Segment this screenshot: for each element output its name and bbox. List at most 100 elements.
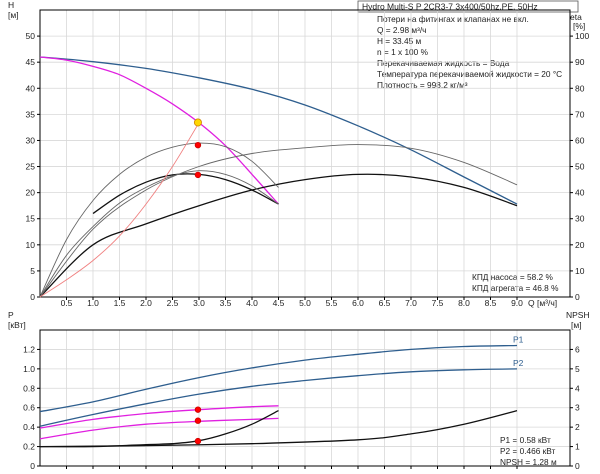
x-tick-label: 8.0	[458, 298, 470, 308]
series-line	[39, 368, 518, 427]
x-tick-label: 5.0	[299, 298, 311, 308]
series-line	[39, 344, 518, 413]
x-tick-label: 2.0	[140, 298, 152, 308]
y-left-tick-label: 0.8	[23, 383, 35, 393]
x-tick-label: 8.5	[485, 298, 497, 308]
series-line	[39, 56, 279, 205]
y-right-tick-label: 70	[575, 109, 585, 119]
x-tick-label: 3.0	[193, 298, 205, 308]
series-line	[92, 173, 279, 215]
x-tick-label: 4.0	[246, 298, 258, 308]
plot-frame	[39, 9, 571, 298]
info-line: Q = 2.98 м³/ч	[377, 25, 426, 35]
x-tick-label: 6.0	[352, 298, 364, 308]
unit-efficiency: КПД агрегата = 46.8 %	[472, 283, 559, 293]
y-left-tick-label: 10	[26, 240, 36, 250]
series-line	[39, 122, 200, 298]
y-left-tick-label: 35	[26, 109, 36, 119]
y-right-tick-label: 1	[575, 442, 580, 452]
y-right-tick-label: 6	[575, 344, 580, 354]
power-info: P1 = 0.58 кВт P2 = 0.466 кВт NPSH = 1.28…	[500, 435, 557, 467]
info-line: Потери на фитингах и клапанах не вкл.	[377, 14, 529, 24]
x-tick-label: 2.5	[167, 298, 179, 308]
npsh-axis-unit: [м]	[571, 320, 582, 330]
title-box: Hydro Multi-S P 2CR3-7 3x400/50hz,PE, 50…	[357, 0, 579, 13]
npsh-axis-label: NPSH	[566, 310, 590, 320]
y-left-tick-label: 1.2	[23, 344, 35, 354]
y-left-tick-label: 0.2	[23, 442, 35, 452]
series-line	[39, 409, 518, 448]
y-left-tick-label: 40	[26, 83, 36, 93]
x-tick-label: 1.5	[114, 298, 126, 308]
info-block: Потери на фитингах и клапанах не вкл. Q …	[377, 14, 562, 90]
x-tick-label: 7.5	[432, 298, 444, 308]
info-line: Перекачиваемая жидкость = Вода	[377, 58, 510, 68]
y-right-tick-label: 10	[575, 266, 585, 276]
series-line	[39, 417, 279, 440]
npsh-value: NPSH = 1.28 м	[500, 457, 557, 467]
series-line	[39, 144, 518, 298]
head-axis-label: H	[8, 0, 14, 10]
y-right-tick-label: 0	[575, 292, 580, 302]
y-left-tick-label: 1.0	[23, 364, 35, 374]
series-line	[39, 405, 279, 429]
p1-value: P1 = 0.58 кВт	[500, 435, 551, 445]
x-tick-label: 6.5	[379, 298, 391, 308]
y-left-tick-label: 0	[30, 292, 35, 302]
y-left-tick-label: 0.6	[23, 403, 35, 413]
duty-point	[194, 417, 202, 424]
series-line	[39, 56, 518, 205]
p2-value: P2 = 0.466 кВт	[500, 446, 556, 456]
series-line	[39, 170, 279, 298]
x-tick-label: 4.5	[273, 298, 285, 308]
y-right-tick-label: 3	[575, 403, 580, 413]
chart-title: Hydro Multi-S P 2CR3-7 3x400/50hz,PE, 50…	[362, 2, 538, 12]
y-right-tick-label: 0	[575, 461, 580, 471]
y-left-tick-label: 25	[26, 162, 36, 172]
y-left-tick-label: 50	[26, 31, 36, 41]
y-right-tick-label: 50	[575, 162, 585, 172]
duty-point	[194, 171, 202, 179]
duty-point	[194, 437, 202, 445]
info-line: n = 1 x 100 %	[377, 47, 429, 57]
series-line	[39, 142, 279, 298]
series-line	[39, 173, 518, 298]
x-tick-label: 9.0	[511, 298, 523, 308]
eta-axis-label: eta	[570, 12, 582, 22]
x-tick-label: 5.5	[326, 298, 338, 308]
efficiency-info: КПД насоса = 58.2 % КПД агрегата = 46.8 …	[472, 272, 559, 293]
y-right-tick-label: 40	[575, 188, 585, 198]
y-right-tick-label: 80	[575, 83, 585, 93]
series-label: P2	[513, 358, 524, 368]
x-tick-label: 0.5	[61, 298, 73, 308]
y-right-tick-label: 90	[575, 57, 585, 67]
power-axis-unit: [кВт]	[8, 320, 26, 330]
eta-axis-unit: [%]	[573, 21, 585, 31]
y-left-tick-label: 15	[26, 214, 36, 224]
y-left-tick-label: 0	[30, 461, 35, 471]
y-right-tick-label: 4	[575, 383, 580, 393]
y-left-tick-label: 20	[26, 188, 36, 198]
duty-point	[193, 118, 202, 127]
plot-frame	[39, 329, 571, 467]
x-tick-label: 7.0	[405, 298, 417, 308]
power-axis-label: P	[8, 310, 14, 320]
x-tick-label: 3.5	[220, 298, 232, 308]
y-right-tick-label: 100	[575, 31, 589, 41]
y-left-tick-label: 5	[30, 266, 35, 276]
series-line	[39, 410, 279, 448]
y-right-tick-label: 30	[575, 214, 585, 224]
duty-point	[194, 406, 202, 413]
head-axis-unit: [м]	[8, 10, 19, 20]
info-line: Плотность = 998.2 кг/м³	[377, 80, 468, 90]
x-axis-label: Q [м³/ч]	[528, 298, 557, 308]
x-tick-label: 1.0	[87, 298, 99, 308]
y-left-tick-label: 30	[26, 135, 36, 145]
pump-efficiency: КПД насоса = 58.2 %	[472, 272, 553, 282]
duty-point	[194, 141, 202, 149]
info-line: Температура перекачиваемой жидкости = 20…	[377, 69, 562, 79]
y-left-tick-label: 0.4	[23, 422, 35, 432]
y-right-tick-label: 60	[575, 135, 585, 145]
series-label: P1	[513, 335, 524, 345]
